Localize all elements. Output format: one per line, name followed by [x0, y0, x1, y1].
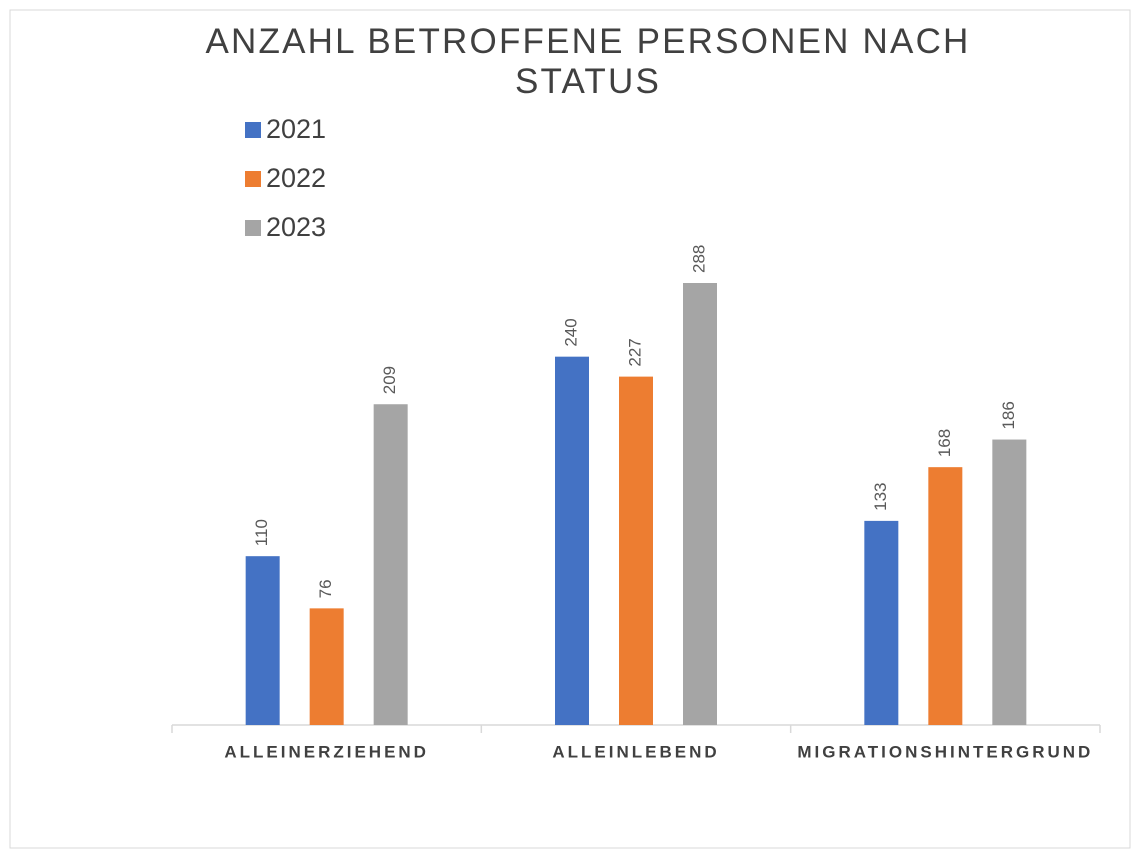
chart-title: ANZAHL BETROFFENE PERSONEN NACH STATUS [205, 22, 971, 101]
data-label: 168 [935, 429, 954, 457]
data-label: 133 [871, 483, 890, 511]
bar [619, 376, 653, 725]
bar [555, 356, 589, 725]
bar [992, 439, 1027, 725]
data-label: 227 [625, 338, 644, 366]
data-label: 288 [689, 245, 708, 273]
x-tick-label: ALLEINERZIEHEND [224, 742, 429, 761]
data-label: 110 [252, 519, 271, 546]
legend-swatch [245, 171, 261, 187]
data-label: 209 [380, 366, 399, 394]
chart-border [9, 9, 1131, 849]
data-label: 186 [999, 401, 1018, 429]
legend-label: 2023 [266, 212, 326, 242]
data-label: 76 [316, 579, 335, 598]
legend-swatch [245, 122, 261, 138]
bar [245, 556, 280, 725]
x-tick-label: MIGRATIONSHINTERGRUND [797, 742, 1093, 761]
legend-label: 2022 [266, 163, 326, 193]
data-label: 240 [561, 318, 580, 346]
x-tick-label: ALLEINLEBEND [552, 742, 719, 761]
bar [373, 404, 408, 725]
legend-swatch [245, 220, 261, 236]
bar [864, 520, 899, 725]
bar [683, 283, 717, 725]
bar [309, 608, 344, 725]
bar [928, 467, 963, 725]
legend-label: 2021 [266, 114, 326, 144]
